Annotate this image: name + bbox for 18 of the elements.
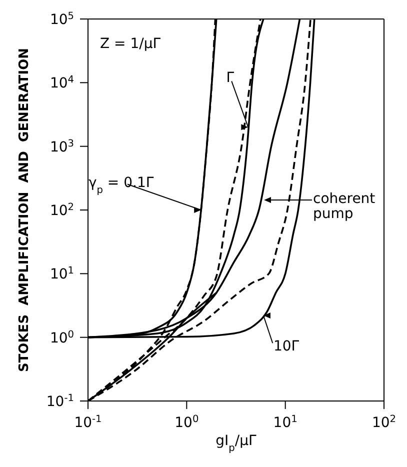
annotation: Z = 1/μΓ — [100, 36, 161, 52]
x-tick-label: 10$^{0}$ — [174, 414, 199, 431]
y-axis-title: STOKES AMPLIFICATION AND GENERATION — [17, 48, 32, 372]
y-tick-label: 10$^{4}$ — [50, 74, 74, 92]
y-tick-label: 10$^{2}$ — [50, 202, 74, 219]
annotation: γ$_{p}$ = 0.1Γ — [88, 175, 154, 196]
y-tick-label: 10$^{3}$ — [50, 138, 74, 156]
y-tick-label: 10$^{5}$ — [50, 10, 74, 28]
y-tick-label: 10$^{0}$ — [50, 328, 74, 346]
x-tick-label: 10$^{2}$ — [372, 414, 396, 431]
x-tick-label: 10$^{1}$ — [273, 414, 298, 431]
y-tick-label: 10$^{1}$ — [50, 265, 74, 283]
annotation: 10Γ — [273, 338, 300, 355]
x-axis-title: gI$_{p}$/μΓ — [216, 433, 257, 454]
y-tick-label: 10$^{-1}$ — [46, 392, 74, 410]
annotation: Γ — [226, 70, 234, 86]
x-tick-label: 10$^{-1}$ — [74, 414, 102, 431]
annotation: coherent pump — [313, 191, 376, 222]
